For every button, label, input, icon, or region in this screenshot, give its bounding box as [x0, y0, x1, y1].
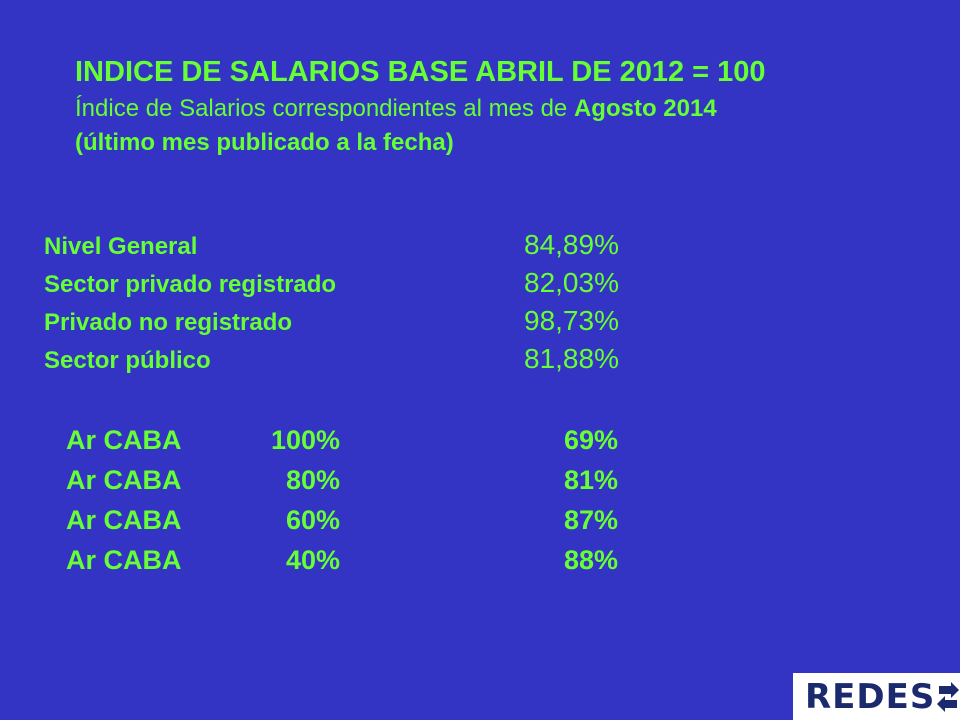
caba-value: 81% — [563, 465, 618, 495]
index-label: Nivel General — [44, 233, 198, 260]
indices-list: Nivel General 84,89% Sector privado regi… — [44, 229, 684, 381]
subtitle-prefix: Índice de Salarios correspondientes al m… — [75, 95, 574, 122]
caba-row: Ar CABA 60% 87% — [66, 505, 666, 545]
caba-pct: 80% — [285, 465, 340, 495]
caba-name: Ar CABA — [66, 505, 182, 535]
index-value: 81,88% — [524, 343, 619, 374]
index-row: Nivel General 84,89% — [44, 229, 684, 267]
page-title: INDICE DE SALARIOS BASE ABRIL DE 2012 = … — [75, 56, 766, 88]
index-row: Sector público 81,88% — [44, 343, 684, 381]
caba-value: 69% — [563, 425, 618, 455]
index-label: Privado no registrado — [44, 309, 293, 336]
arrow-icon — [937, 681, 960, 712]
caba-pct: 100% — [270, 425, 340, 455]
index-label: Sector público — [44, 347, 211, 374]
caba-list: Ar CABA 100% 69% Ar CABA 80% 81% Ar CABA… — [66, 425, 666, 585]
redes-logo: REDES — [793, 673, 960, 720]
subtitle-period: Agosto 2014 — [573, 95, 717, 122]
logo-text: REDES — [805, 676, 936, 717]
caba-name: Ar CABA — [66, 425, 182, 455]
subtitle: Índice de Salarios correspondientes al m… — [75, 92, 935, 126]
caba-name: Ar CABA — [66, 545, 182, 575]
subtitle-note: (último mes publicado a la fecha) — [75, 129, 454, 156]
caba-row: Ar CABA 40% 88% — [66, 545, 666, 585]
index-label: Sector privado registrado — [44, 271, 337, 298]
caba-name: Ar CABA — [66, 465, 182, 495]
index-row: Privado no registrado 98,73% — [44, 305, 684, 343]
index-row: Sector privado registrado 82,03% — [44, 267, 684, 305]
header: INDICE DE SALARIOS BASE ABRIL DE 2012 = … — [75, 52, 935, 160]
caba-pct: 40% — [285, 545, 340, 575]
index-value: 84,89% — [524, 229, 619, 260]
index-value: 98,73% — [524, 305, 619, 336]
caba-value: 88% — [563, 545, 618, 575]
caba-row: Ar CABA 100% 69% — [66, 425, 666, 465]
caba-value: 87% — [563, 505, 618, 535]
caba-row: Ar CABA 80% 81% — [66, 465, 666, 505]
index-value: 82,03% — [524, 267, 619, 298]
caba-pct: 60% — [285, 505, 340, 535]
